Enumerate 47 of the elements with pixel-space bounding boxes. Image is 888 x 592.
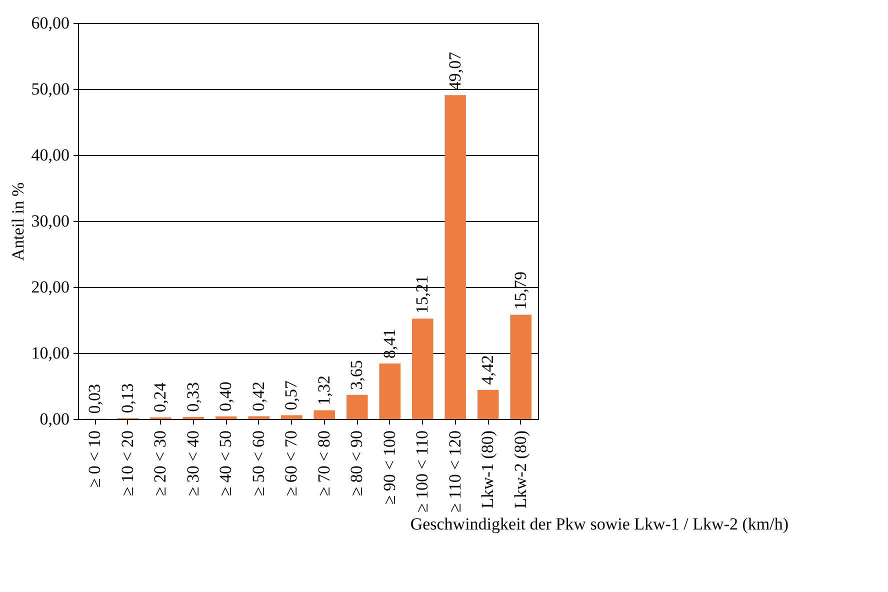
x-tick-label: ≥ 10 < 20 [118,430,137,496]
y-tick-label: 0,00 [40,410,70,428]
data-label: 0,40 [216,382,236,412]
y-axis-title: Anteil in % [8,182,28,261]
data-label: 4,42 [478,355,498,385]
data-label: 15,21 [412,275,432,314]
data-label: 0,33 [183,382,202,412]
x-tick-label: ≥ 110 < 120 [445,430,464,513]
data-label: 3,65 [347,360,366,390]
data-label: 1,32 [314,376,334,406]
y-tick-label: 40,00 [31,146,70,164]
bar [510,314,532,419]
bar [248,416,270,419]
x-tick-label: ≥ 30 < 40 [183,430,202,496]
y-tick-label: 30,00 [31,212,70,230]
y-tick-label: 60,00 [31,14,70,32]
data-label: 0,57 [282,380,301,410]
x-tick-label: ≥ 40 < 50 [216,430,236,496]
data-label: 15,79 [510,272,530,310]
x-tick-label: ≥ 80 < 90 [347,430,366,496]
x-tick-label: ≥ 100 < 110 [412,430,432,513]
bar [444,95,466,419]
y-tick-label: 20,00 [31,278,70,296]
x-tick-label: ≥ 70 < 80 [314,430,334,496]
x-tick-label: ≥ 20 < 30 [150,430,170,496]
bar [216,416,237,419]
bar [379,363,400,419]
y-tick-label: 50,00 [31,80,70,98]
x-tick-label: Lkw-1 (80) [478,430,498,508]
y-tick-label: 10,00 [31,344,70,362]
x-tick-label: ≥ 90 < 100 [380,430,399,505]
bar [477,390,499,419]
data-label: 49,07 [445,51,464,90]
bar [412,318,434,419]
data-label: 0,03 [85,384,104,414]
x-tick-label: ≥ 0 < 10 [85,430,104,488]
x-axis-title: Geschwindigkeit der Pkw sowie Lkw-1 / Lkw-2 (km/h) [410,514,788,534]
bar [346,394,368,419]
data-label: 0,13 [118,383,137,414]
data-label: 8,41 [380,328,399,358]
data-label: 0,42 [248,381,268,412]
bar [280,415,302,419]
x-tick-label: Lkw-2 (80) [510,430,530,508]
x-tick-label: ≥ 60 < 70 [282,430,301,496]
x-tick-label: ≥ 50 < 60 [248,430,268,496]
bar [314,410,336,419]
data-label: 0,24 [150,382,170,412]
